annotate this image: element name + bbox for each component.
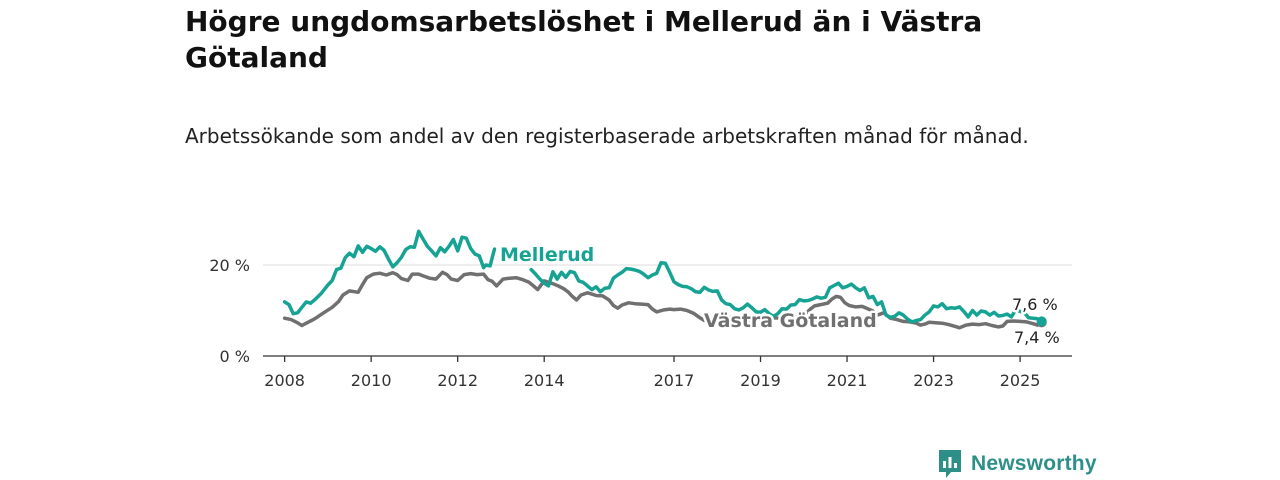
series-label-mellerud-halo: Mellerud xyxy=(500,244,594,266)
newsworthy-logo-icon xyxy=(939,450,961,478)
y-axis: 0 % 20 % xyxy=(209,256,250,366)
end-label-mellerud-text: 7,6 % xyxy=(1012,295,1058,314)
chart-title: Högre ungdomsarbetslöshet i Mellerud än … xyxy=(185,5,983,74)
end-label-vastra-gotaland-text: 7,4 % xyxy=(1014,328,1060,347)
end-label-mellerud-halo: 7,6 % xyxy=(1012,295,1058,314)
end-point-mellerud xyxy=(1036,316,1047,327)
chart-subtitle: Arbetssökande som andel av den registerb… xyxy=(185,124,1029,148)
series-line-mellerud xyxy=(529,260,1044,324)
x-axis: 2008 2010 2012 2014 2017 2019 2021 2023 2025 xyxy=(263,355,1072,390)
x-tick-label: 2014 xyxy=(524,371,565,390)
x-tick-label: 2019 xyxy=(740,371,781,390)
x-tick-label: 2010 xyxy=(351,371,392,390)
end-label-vastra-gotaland-halo: 7,4 % xyxy=(1014,328,1060,347)
y-tick-label: 20 % xyxy=(209,256,250,275)
series-label-vastra-gotaland-halo: Västra Götaland xyxy=(704,310,877,332)
series-label-vastra-gotaland-text: Västra Götaland xyxy=(704,310,877,332)
y-tick-label: 0 % xyxy=(220,347,250,366)
x-tick-label: 2025 xyxy=(1000,371,1041,390)
x-tick-label: 2023 xyxy=(913,371,954,390)
x-tick-label: 2008 xyxy=(264,371,305,390)
x-tick-label: 2012 xyxy=(437,371,478,390)
x-tick-label: 2021 xyxy=(827,371,868,390)
series-line-vastra-gotaland xyxy=(282,270,1044,330)
end-label-mellerud: 7,6 %7,6 % xyxy=(1010,293,1061,317)
series-lines xyxy=(282,229,1047,330)
series-line-mellerud xyxy=(282,229,497,316)
brand-logo: Newsworthy xyxy=(937,449,1097,479)
end-label-vastra-gotaland: 7,4 %7,4 % xyxy=(1012,326,1063,350)
x-tick-label: 2017 xyxy=(654,371,695,390)
series-label-mellerud-text: Mellerud xyxy=(500,244,594,266)
brand-name: Newsworthy xyxy=(971,452,1097,475)
